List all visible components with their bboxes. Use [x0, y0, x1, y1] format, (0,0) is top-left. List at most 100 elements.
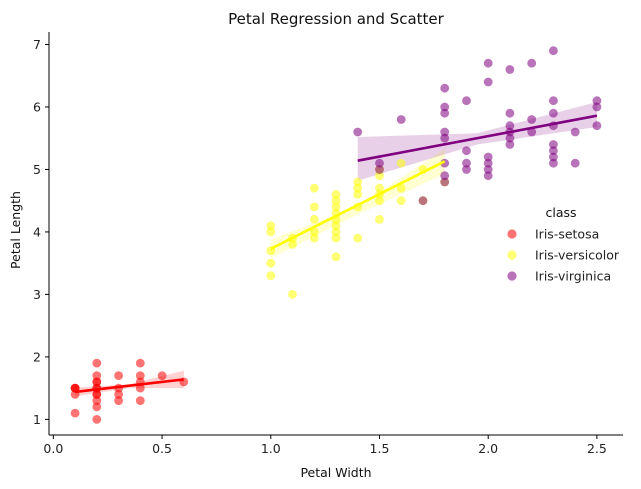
- data-point: [549, 152, 558, 162]
- y-tick-label: 6: [33, 99, 41, 114]
- legend-item: Iris-versicolor: [507, 248, 620, 263]
- data-point: [527, 115, 537, 124]
- y-tick-label: 2: [33, 349, 41, 364]
- data-point: [396, 196, 406, 206]
- confidence-bands: [75, 102, 597, 397]
- regression-line: [357, 114, 598, 162]
- data-point: [331, 221, 341, 231]
- data-point: [462, 165, 471, 174]
- data-point: [375, 215, 384, 224]
- regression-line: [270, 160, 446, 250]
- data-point: [375, 196, 384, 206]
- data-point: [353, 177, 363, 187]
- data-point: [375, 165, 384, 174]
- data-point: [527, 58, 537, 68]
- legend-label: Iris-virginica: [535, 269, 611, 284]
- x-tick-label: 2.5: [587, 441, 607, 456]
- data-point: [440, 102, 450, 112]
- data-point: [440, 171, 450, 181]
- data-point: [462, 146, 471, 156]
- data-point: [505, 140, 515, 149]
- regression-line: [74, 378, 184, 394]
- legend-label: Iris-setosa: [535, 227, 599, 242]
- data-point: [266, 227, 276, 237]
- x-axis-title: Petal Width: [300, 465, 371, 480]
- data-point: [592, 96, 602, 106]
- data-point: [92, 371, 102, 380]
- regression-lines: [74, 114, 598, 394]
- y-tick-label: 4: [33, 224, 41, 239]
- legend-item: Iris-virginica: [507, 269, 611, 284]
- data-point: [92, 415, 102, 424]
- data-point: [288, 240, 297, 249]
- data-point: [462, 96, 471, 106]
- x-tick-label: 1.5: [370, 441, 390, 456]
- data-point: [483, 165, 493, 174]
- data-point: [331, 233, 341, 243]
- data-point: [309, 227, 319, 237]
- data-point: [396, 158, 406, 168]
- data-point: [266, 258, 276, 268]
- data-point: [440, 83, 450, 93]
- data-point: [331, 190, 341, 199]
- data-point: [505, 133, 515, 143]
- data-point: [288, 290, 297, 299]
- data-point: [92, 358, 102, 368]
- data-point: [396, 115, 406, 124]
- data-point: [483, 158, 493, 168]
- data-point: [483, 152, 493, 162]
- data-point: [135, 358, 145, 368]
- data-point: [92, 377, 102, 387]
- legend-marker: [507, 229, 517, 239]
- data-point: [331, 202, 341, 212]
- legend-marker: [507, 271, 517, 281]
- data-point: [266, 271, 276, 281]
- data-point: [592, 102, 602, 112]
- y-axis-ticks: 1 2 3 4 5 6 7: [33, 37, 49, 427]
- data-point: [353, 233, 363, 243]
- data-point: [375, 183, 384, 193]
- data-points: [70, 46, 602, 424]
- confidence-band: [75, 370, 184, 397]
- data-point: [70, 383, 80, 393]
- data-point: [440, 127, 450, 137]
- data-point: [505, 121, 515, 131]
- x-tick-label: 0.5: [152, 441, 172, 456]
- data-point: [309, 215, 319, 224]
- data-point: [331, 196, 341, 206]
- data-point: [353, 183, 363, 193]
- data-point: [331, 227, 341, 237]
- data-point: [505, 65, 515, 74]
- data-point: [92, 402, 102, 412]
- data-point: [483, 171, 493, 181]
- data-point: [396, 183, 406, 193]
- data-point: [135, 371, 145, 380]
- data-point: [483, 58, 493, 68]
- data-point: [592, 121, 602, 131]
- plot-area: [70, 46, 602, 424]
- data-point: [418, 196, 428, 206]
- legend: class Iris-setosa Iris-versicolor Iris-vir…: [507, 205, 620, 284]
- x-axis-ticks: 0.0 0.5 1.0 1.5 2.0 2.5: [43, 435, 607, 456]
- data-point: [549, 108, 558, 118]
- data-point: [505, 108, 515, 118]
- data-point: [375, 158, 384, 168]
- data-point: [309, 233, 319, 243]
- data-point: [92, 396, 102, 405]
- legend-marker: [507, 250, 517, 260]
- data-point: [527, 127, 537, 137]
- data-point: [375, 171, 384, 181]
- x-tick-label: 2.0: [478, 441, 498, 456]
- data-point: [483, 77, 493, 87]
- data-point: [331, 252, 341, 262]
- data-point: [440, 108, 450, 118]
- y-tick-label: 1: [33, 412, 41, 427]
- data-point: [309, 183, 319, 193]
- data-point: [549, 146, 558, 156]
- data-point: [440, 133, 450, 143]
- x-tick-label: 0.0: [43, 441, 63, 456]
- data-point: [570, 127, 580, 137]
- data-point: [353, 127, 363, 137]
- data-point: [70, 408, 80, 418]
- data-point: [92, 390, 102, 399]
